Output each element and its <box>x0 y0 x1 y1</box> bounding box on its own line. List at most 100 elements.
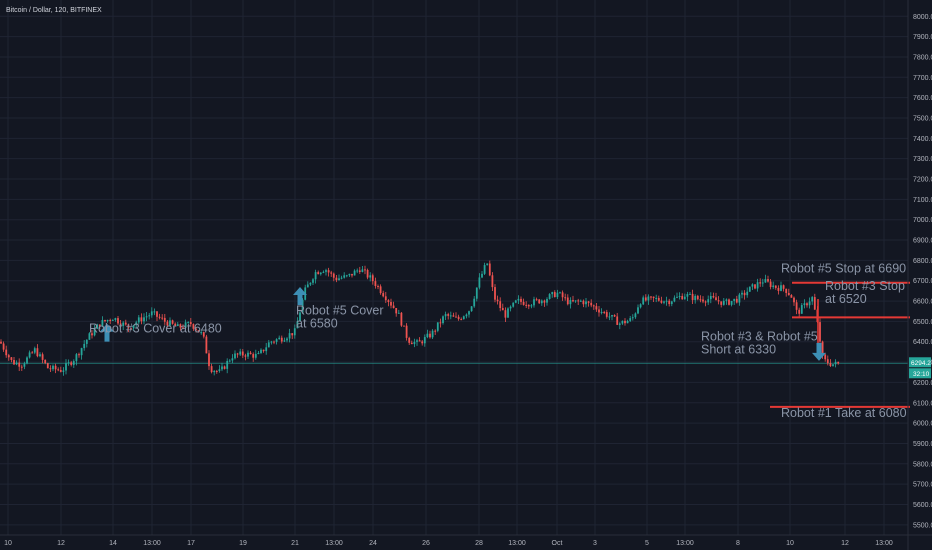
annotation-text: Robot #3 & Robot #5 <box>701 330 818 344</box>
candle-body <box>265 347 268 352</box>
candle-body <box>234 353 236 359</box>
candle-body <box>335 277 338 281</box>
candle-body <box>468 311 470 315</box>
candle-body <box>119 323 122 326</box>
candle-body <box>85 339 88 344</box>
candle-body <box>569 300 572 305</box>
candle-body <box>174 323 177 327</box>
candle-body <box>800 305 803 314</box>
last-price-label: 6294.2 <box>911 360 931 367</box>
candle-body <box>390 301 392 306</box>
candle-body <box>319 272 322 275</box>
candle-body <box>330 272 333 274</box>
candle-body <box>460 319 463 321</box>
x-tick-label: 28 <box>475 540 483 547</box>
candle-body <box>254 353 257 358</box>
candle-body <box>579 300 582 302</box>
candle-body <box>546 299 548 303</box>
candle-body <box>717 300 720 302</box>
candle-body <box>75 354 78 362</box>
candle-body <box>808 301 811 306</box>
candle-body <box>387 300 390 302</box>
candle-body <box>156 311 158 317</box>
candle-body <box>475 287 478 299</box>
candle-body <box>527 305 530 307</box>
candle-body <box>603 311 606 313</box>
candle-body <box>322 271 325 273</box>
candle-body <box>720 301 723 305</box>
candle-body <box>530 305 533 307</box>
y-tick-label: 5900.0 <box>913 441 932 448</box>
y-tick-label: 6600.0 <box>913 299 932 306</box>
x-tick-label: Oct <box>552 540 563 547</box>
price-axis[interactable]: 8000.0 7900.0 7800.0 7700.0 7600.0 7500.0 7400… <box>907 0 932 550</box>
candle-body <box>109 319 112 321</box>
candle-body <box>455 316 457 318</box>
annotation-text: Short at 6330 <box>701 343 776 357</box>
last-price-badge <box>909 357 931 368</box>
candle-body <box>592 305 595 307</box>
annotation-text: Robot #5 Stop at 6690 <box>781 262 906 276</box>
candle-body <box>296 321 299 329</box>
candle-body <box>449 315 452 317</box>
candle-body <box>72 361 75 365</box>
candle-body <box>208 353 210 367</box>
candle-body <box>275 339 278 342</box>
candle-body <box>5 349 8 356</box>
candle-body <box>49 368 52 370</box>
candle-body <box>787 292 790 296</box>
candle-body <box>0 341 2 344</box>
candle-body <box>215 370 218 372</box>
candle-body <box>548 294 551 300</box>
candle-body <box>293 328 296 336</box>
candle-body <box>707 299 710 303</box>
candle-body <box>712 296 715 298</box>
candle-body <box>46 363 49 369</box>
candle-body <box>135 322 138 326</box>
candle-body <box>699 299 702 301</box>
candle-body <box>400 312 403 326</box>
time-axis[interactable]: 10 12 14 13:00 17 19 21 13:00 24 26 28 13:00 Oct 3 5 13… <box>0 534 932 547</box>
candle-body <box>145 316 148 318</box>
candle-body <box>426 333 429 338</box>
candle-body <box>343 275 346 278</box>
candle-body <box>639 304 642 308</box>
annotation-text: at 6580 <box>296 316 338 330</box>
x-tick-label: 8 <box>736 540 740 547</box>
candle-body <box>98 324 101 327</box>
candle-body <box>813 297 816 310</box>
candle-body <box>299 312 301 322</box>
candle-body <box>767 279 769 282</box>
candle-body <box>782 285 785 289</box>
candle-body <box>223 366 226 369</box>
candle-body <box>122 322 125 326</box>
x-tick-label: 17 <box>187 540 195 547</box>
candle-body <box>478 277 481 288</box>
candle-body <box>746 291 749 296</box>
candle-body <box>572 300 574 302</box>
candle-body <box>561 292 564 298</box>
candle-body <box>577 300 580 302</box>
candle-body <box>642 297 645 305</box>
x-tick-label: 13:00 <box>875 540 893 547</box>
candle-body <box>769 281 772 288</box>
candle-body <box>509 306 512 309</box>
candle-body <box>439 322 442 324</box>
x-tick-label: 21 <box>291 540 299 547</box>
candle-body <box>106 319 109 322</box>
y-tick-label: 7800.0 <box>913 54 932 61</box>
candle-body <box>325 270 327 272</box>
countdown-label: 32:10 <box>913 371 930 378</box>
candle-body <box>10 357 13 360</box>
candle-body <box>590 302 593 306</box>
signal-arrows <box>100 286 826 361</box>
x-tick-label: 14 <box>109 540 117 547</box>
candle-body <box>819 322 821 342</box>
candle-body <box>436 322 439 331</box>
annotation-text: Robot #3 Stop <box>825 279 905 293</box>
candle-body <box>663 301 665 303</box>
candle-body <box>65 363 67 371</box>
candle-body <box>36 348 39 357</box>
x-tick-label: 24 <box>369 540 377 547</box>
